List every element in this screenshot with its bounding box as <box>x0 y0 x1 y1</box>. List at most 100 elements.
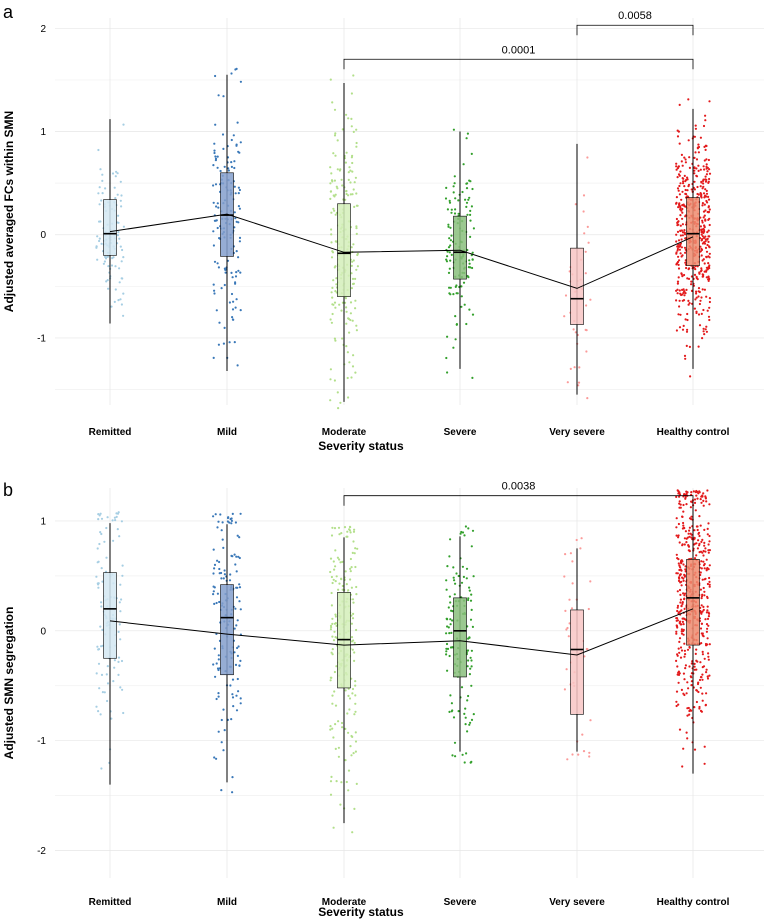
data-point <box>708 674 711 677</box>
data-point <box>223 729 226 732</box>
data-point <box>212 164 215 167</box>
data-point <box>707 240 710 243</box>
data-point <box>703 196 706 199</box>
data-point <box>684 237 687 240</box>
data-point <box>95 575 98 578</box>
data-point <box>702 236 706 240</box>
data-point <box>680 688 684 692</box>
data-point <box>676 617 679 620</box>
data-point <box>448 654 451 658</box>
data-point <box>703 544 706 547</box>
data-point <box>470 545 473 548</box>
data-point <box>349 301 353 304</box>
data-point <box>233 627 236 630</box>
data-point <box>465 322 468 326</box>
data-point <box>351 319 354 322</box>
data-point <box>702 549 705 553</box>
data-point <box>347 731 350 734</box>
data-point <box>468 179 471 182</box>
data-point <box>676 604 680 608</box>
data-point <box>329 624 333 627</box>
data-point <box>679 252 682 255</box>
data-point <box>329 166 332 169</box>
data-point <box>588 755 591 758</box>
data-point <box>450 609 453 612</box>
data-point <box>118 237 121 240</box>
data-point <box>117 656 121 659</box>
data-point <box>705 173 709 176</box>
data-point <box>686 189 689 192</box>
data-point <box>238 207 241 210</box>
data-point <box>697 287 701 290</box>
data-point <box>676 590 679 593</box>
data-point <box>100 645 103 648</box>
data-point <box>697 145 701 149</box>
data-point <box>693 180 696 183</box>
data-point <box>105 526 108 530</box>
data-point <box>118 267 121 270</box>
data-point <box>471 251 474 254</box>
data-point <box>329 728 332 731</box>
x-axis-title: Severity status <box>318 905 404 919</box>
category-mild <box>212 67 242 371</box>
data-point <box>100 673 104 677</box>
data-point <box>679 573 682 576</box>
data-point <box>688 345 692 348</box>
data-point <box>330 172 333 175</box>
data-point <box>675 659 678 663</box>
data-point <box>467 694 470 698</box>
data-point <box>239 271 242 274</box>
data-point <box>231 512 234 516</box>
data-point <box>230 718 233 721</box>
data-point <box>345 322 348 325</box>
data-point <box>454 755 457 758</box>
x-tick-label: Mild <box>217 897 237 908</box>
data-point <box>704 246 708 249</box>
data-point <box>332 560 335 563</box>
data-point <box>212 201 215 204</box>
data-point <box>97 148 100 152</box>
data-point <box>96 258 99 261</box>
data-point <box>336 391 339 394</box>
data-point <box>114 265 117 268</box>
data-point <box>337 526 341 529</box>
data-point <box>106 255 110 258</box>
data-point <box>230 292 234 296</box>
data-point <box>216 667 220 670</box>
data-point <box>465 205 468 208</box>
data-point <box>700 604 703 607</box>
data-point <box>351 193 354 196</box>
data-point <box>695 542 698 545</box>
data-point <box>223 283 226 287</box>
data-point <box>118 601 121 604</box>
data-point <box>675 700 678 703</box>
data-point <box>236 619 239 622</box>
data-point <box>677 681 680 684</box>
data-point <box>705 276 708 279</box>
data-point <box>445 579 448 582</box>
data-point <box>222 95 225 98</box>
data-point <box>702 327 705 330</box>
data-point <box>677 536 680 539</box>
data-point <box>696 682 700 686</box>
data-point <box>678 728 682 731</box>
data-point <box>449 286 452 289</box>
data-point <box>100 601 103 604</box>
data-point <box>582 210 585 213</box>
data-point <box>690 684 693 687</box>
category-mild <box>212 512 242 794</box>
data-point <box>215 205 218 208</box>
data-point <box>675 526 678 529</box>
x-tick-label: Healthy control <box>657 897 730 908</box>
data-point <box>98 239 101 243</box>
data-point <box>350 264 353 267</box>
data-point <box>347 789 350 792</box>
data-point <box>705 630 709 633</box>
data-point <box>116 172 119 175</box>
data-point <box>98 203 101 206</box>
data-point <box>349 181 352 184</box>
data-point <box>707 655 710 658</box>
data-point <box>446 250 449 253</box>
data-point <box>693 529 696 532</box>
data-point <box>329 197 332 200</box>
